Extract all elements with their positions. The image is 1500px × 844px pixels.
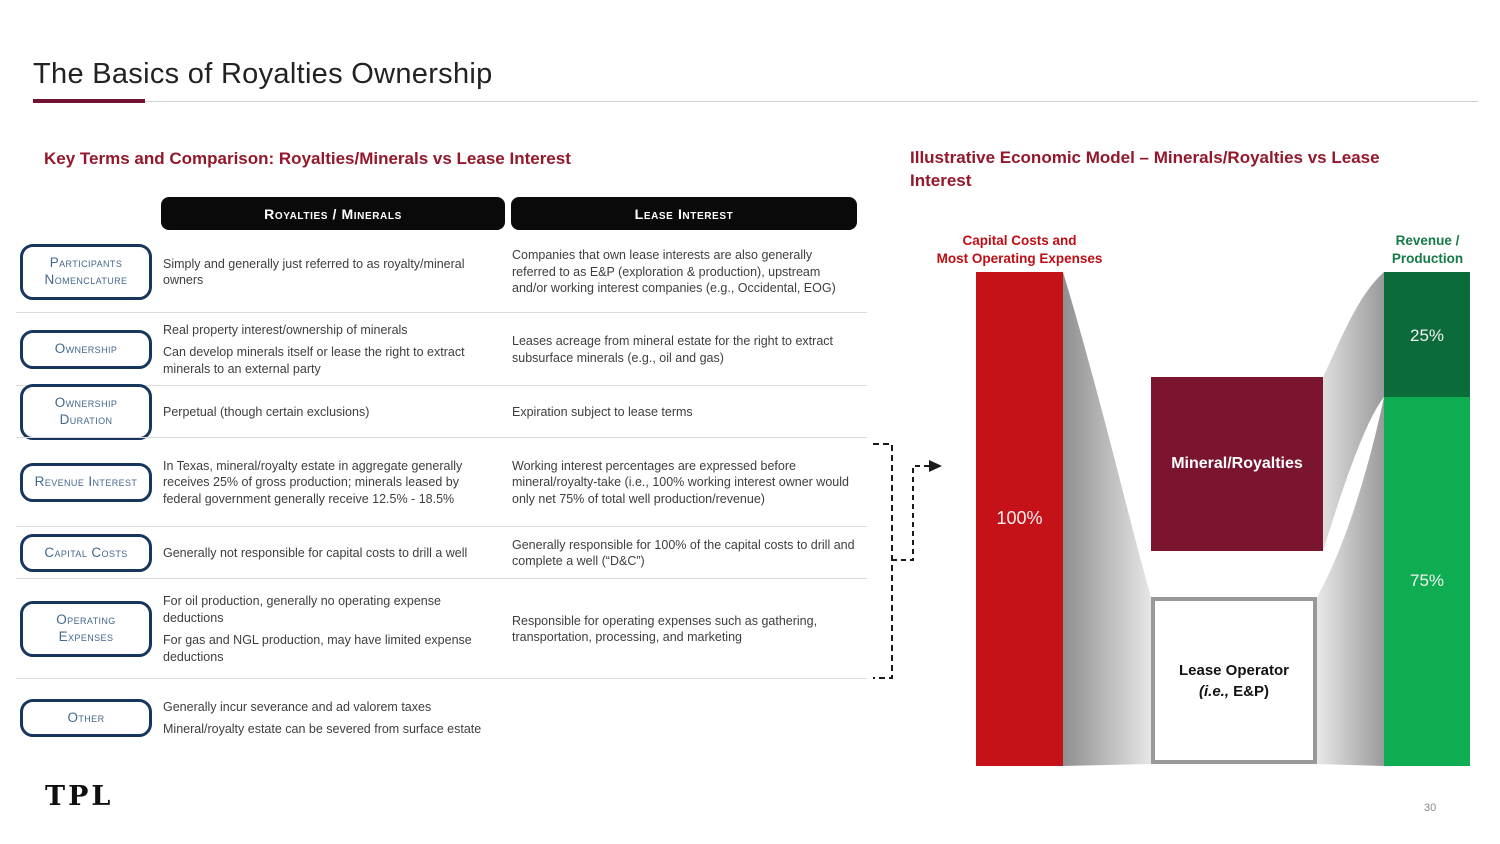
cell-lease [512, 679, 856, 757]
cell-lease: Companies that own lease interests are a… [512, 232, 856, 312]
revenue-label-line2: Production [1391, 250, 1464, 266]
sankey-graphic [976, 272, 1470, 766]
cell-text: Real property interest/ownership of mine… [163, 322, 408, 337]
revenue-75-segment [1384, 397, 1470, 766]
table-row: Ownership Duration Perpetual (though cer… [16, 384, 867, 440]
column-header-royalties-minerals: Royalties / Minerals [161, 197, 505, 230]
page-title: The Basics of Royalties Ownership [33, 58, 493, 90]
capital-bar-value: 100% [996, 508, 1043, 528]
revenue-top-segment-value: 25% [1409, 326, 1445, 345]
cell-text: Expiration subject to lease terms [512, 404, 693, 419]
row-label-revenue-interest: Revenue Interest [20, 463, 152, 502]
cell-text: Leases acreage from mineral estate for t… [512, 334, 833, 365]
cell-royalties: For oil production, generally no operati… [163, 579, 497, 679]
row-label-operating-expenses: Operating Expenses [20, 601, 152, 657]
capital-costs-label-line2: Most Operating Expenses [936, 250, 1103, 266]
revenue-bottom-segment-value: 75% [1409, 571, 1445, 590]
lease-operator-ep: E&P) [1233, 682, 1270, 700]
lease-operator-box-label: Lease Operator (i.e., E&P) [1151, 597, 1317, 764]
page-number: 30 [1424, 802, 1437, 814]
arrowhead-icon [929, 460, 942, 472]
table-row: Capital Costs Generally not responsible … [16, 526, 867, 579]
row-label-other: Other [20, 698, 152, 738]
cell-royalties: Generally not responsible for capital co… [163, 527, 497, 579]
row-label-ownership: Ownership [20, 330, 152, 369]
lease-operator-line2: (i.e., E&P) [1199, 681, 1269, 702]
row-label-capital-costs: Capital Costs [20, 533, 152, 573]
flow-capital-to-lease-operator [1063, 272, 1151, 766]
title-accent-bar [33, 99, 145, 103]
cell-text: Generally not responsible for capital co… [163, 545, 468, 560]
economic-model-diagram: Capital Costs and Most Operating Expense… [905, 228, 1485, 773]
revenue-production-label: Revenue / Production [1340, 232, 1500, 267]
cell-text: Simply and generally just referred to as… [163, 256, 465, 288]
cell-text: Can develop minerals itself or lease the… [163, 345, 465, 376]
tpl-logo: TPL [45, 781, 114, 812]
cell-text: For gas and NGL production, may have lim… [163, 633, 472, 664]
model-section-heading: Illustrative Economic Model – Minerals/R… [910, 148, 1380, 190]
cell-lease: Expiration subject to lease terms [512, 386, 856, 438]
flow-lease-operator-to-revenue [1317, 397, 1384, 766]
dashed-bracket-arrow [873, 443, 942, 679]
cell-royalties: Simply and generally just referred to as… [163, 232, 497, 312]
table-row: Revenue Interest In Texas, mineral/royal… [16, 437, 867, 527]
cell-text: Responsible for operating expenses such … [512, 613, 818, 645]
cell-text: Perpetual (though certain exclusions) [163, 404, 370, 419]
mineral-royalties-box [1151, 377, 1323, 551]
table-row: Participants Nomenclature Simply and gen… [16, 232, 867, 312]
title-rule [33, 101, 1478, 102]
lease-operator-line1: Lease Operator [1178, 661, 1290, 679]
cell-lease: Working interest percentages are express… [512, 438, 856, 527]
capital-costs-label: Capital Costs and Most Operating Expense… [907, 232, 1132, 267]
cell-lease: Responsible for operating expenses such … [512, 579, 856, 679]
capital-costs-label-line1: Capital Costs and [962, 233, 1077, 248]
column-header-lease-interest: Lease Interest [511, 197, 857, 230]
cell-text: In Texas, mineral/royalty estate in aggr… [163, 458, 463, 506]
cell-text: Working interest percentages are express… [512, 458, 849, 506]
cell-royalties: Real property interest/ownership of mine… [163, 313, 497, 386]
table-row: Other Generally incur severance and ad v… [16, 678, 867, 757]
revenue-25-segment [1384, 272, 1470, 397]
row-label-ownership-duration: Ownership Duration [20, 384, 152, 440]
cell-text: Generally incur severance and ad valorem… [163, 699, 432, 714]
table-row: Ownership Real property interest/ownersh… [16, 312, 867, 386]
cell-lease: Generally responsible for 100% of the ca… [512, 527, 856, 579]
cell-text: Companies that own lease interests are a… [512, 248, 836, 296]
comparison-table: Royalties / Minerals Lease Interest Part… [16, 197, 867, 762]
table-row: Operating Expenses For oil production, g… [16, 578, 867, 679]
flow-minerals-to-revenue [1323, 272, 1384, 551]
lease-operator-box [1151, 597, 1317, 764]
capital-costs-bar [976, 272, 1063, 766]
cell-royalties: Perpetual (though certain exclusions) [163, 386, 497, 438]
row-label-participants-nomenclature: Participants Nomenclature [20, 244, 152, 300]
cell-text: Generally responsible for 100% of the ca… [512, 537, 855, 569]
table-section-heading: Key Terms and Comparison: Royalties/Mine… [44, 149, 571, 168]
cell-lease: Leases acreage from mineral estate for t… [512, 313, 856, 386]
cell-text: For oil production, generally no operati… [163, 594, 441, 625]
revenue-label-line1: Revenue / [1395, 233, 1460, 248]
cell-royalties: In Texas, mineral/royalty estate in aggr… [163, 438, 497, 527]
cell-text: Mineral/royalty estate can be severed fr… [163, 722, 482, 736]
lease-operator-ie: (i.e., [1198, 682, 1229, 700]
cell-royalties: Generally incur severance and ad valorem… [163, 679, 497, 757]
mineral-royalties-box-label: Mineral/Royalties [1171, 455, 1303, 472]
